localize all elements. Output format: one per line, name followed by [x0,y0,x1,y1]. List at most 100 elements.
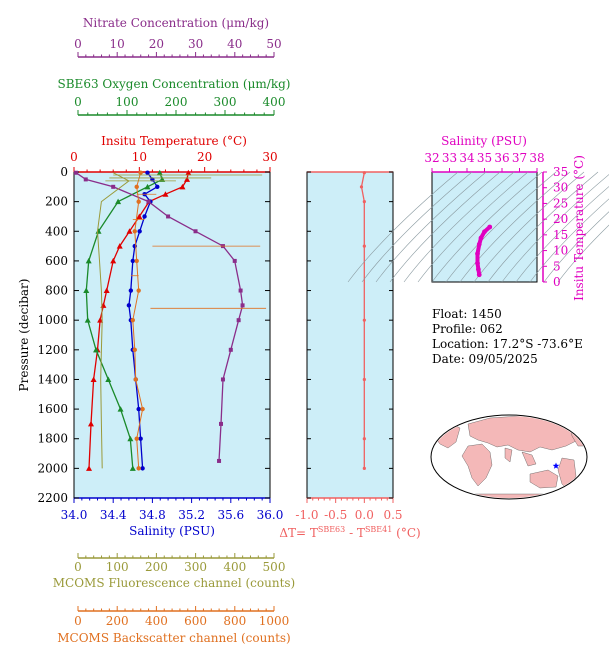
backscatter-axis-title: MCOMS Backscatter channel (counts) [57,631,290,645]
oxygen-tick-label: 300 [214,95,237,109]
ts-data-point [475,251,480,257]
fluorescence-tick-label: 200 [145,560,168,574]
data-point-insitu-temperature [184,176,191,182]
nitrate-tick-label: 50 [266,37,281,51]
data-point-oxygen [84,317,91,323]
series-line-delta-t [360,172,365,469]
series-line-backscatter [132,172,144,469]
data-point-backscatter [134,258,139,264]
isopycnal-line [557,224,609,283]
data-point-insitu-temperature [179,183,186,190]
data-point-oxygen [156,169,163,176]
pressure-tick-label: 1000 [37,313,68,327]
data-point-salinity [138,436,143,441]
pressure-axis-title: Pressure (decibar) [17,279,31,392]
data-point-delta-t [362,437,366,441]
data-point-salinity [128,288,134,293]
oxygen-axis-title: SBE63 Oxygen Concentration (μm/kg) [58,77,291,91]
ts-data-point [476,241,482,247]
nitrate-tick-label: 30 [188,37,203,51]
nitrate-axis-title: Nitrate Concentration (μm/kg) [83,16,269,30]
ts-data-point [475,260,480,266]
ts-temperature-tick-label: 5 [553,259,561,273]
data-point-insitu-temperature [87,420,94,427]
world-map [430,414,588,500]
ts-data-point [478,235,484,241]
delta-t-plot: -1.0 -0.5 0.0 0.5 ΔT= TSBE63 - TSBE41 (°C) [279,171,421,540]
data-point-backscatter [136,288,141,293]
delta_t-tick-label: -1.0 [295,508,318,522]
isopycnal-line [445,171,557,283]
data-point-nitrate [232,258,237,263]
isopycnal-line [347,171,459,283]
data-point-oxygen [127,435,134,442]
data-point-oxygen [117,406,124,412]
ts-salinity-tick-label: 38 [529,151,544,165]
salinity-tick-label: 34.8 [139,508,166,522]
delta-t-axis-title: ΔT= TSBE63 - TSBE41 (°C) [279,525,420,540]
data-point-salinity [136,406,141,412]
data-point-oxygen [115,198,122,205]
pressure-tick-label: 1600 [37,402,68,416]
data-point-oxygen [83,287,90,294]
data-point-nitrate [111,184,116,189]
data-point-insitu-temperature [110,257,117,264]
fluorescence-tick-label: 100 [106,560,129,574]
isopycnal-line [389,171,501,283]
pressure-tick-label: 1400 [37,372,68,386]
isopycnal-line [473,171,585,283]
date: Date: 09/05/2025 [432,352,538,366]
data-point-nitrate [236,318,241,323]
oxygen-tick-label: 200 [165,95,188,109]
float-id: Float: 1450 [432,307,502,321]
data-point-salinity [145,170,150,175]
ts-temperature-tick-label: 30 [553,181,568,195]
data-point-backscatter [132,347,137,353]
ts-data-point [476,272,482,278]
ts-temperature-tick-label: 25 [553,196,568,210]
oxygen-tick-label: 400 [263,95,286,109]
data-point-backscatter [134,436,139,441]
ts-salinity-tick-label: 33 [442,151,457,165]
data-point-salinity [155,184,160,190]
data-point-nitrate [220,377,225,382]
data-point-delta-t [362,200,366,204]
data-point-delta-t [362,318,366,322]
ts-salinity-tick-label: 35 [477,151,492,165]
isopycnal-line [529,198,609,283]
ts-temperature-title: Insitu Temperature (°C) [572,155,586,301]
data-point-oxygen [129,465,136,471]
data-point-delta-t [359,185,364,189]
data-point-nitrate [238,288,243,293]
data-point-backscatter [136,199,141,204]
data-point-oxygen [95,228,102,234]
salinity-tick-label: 35.6 [217,508,244,522]
data-point-nitrate [217,458,222,463]
nitrate-tick-label: 20 [149,37,164,51]
data-point-backscatter [130,317,135,323]
data-point-backscatter [134,184,139,190]
nitrate-tick-label: 0 [74,37,82,51]
location: Location: 17.2°S -73.6°E [432,337,583,351]
data-point-salinity [140,466,145,471]
isopycnal-line [515,186,609,283]
data-point-insitu-temperature [97,317,104,323]
delta_t-tick-label: 0.0 [355,508,374,522]
data-point-delta-t [362,377,366,382]
data-point-insitu-temperature [103,287,110,294]
isopycnal-line [487,171,599,283]
data-point-backscatter [136,466,141,471]
salinity-tick-label: 36.0 [257,508,284,522]
backscatter-tick-label: 400 [145,614,168,628]
ts-salinity-title: Salinity (PSU) [441,134,527,148]
backscatter-tick-label: 0 [74,614,82,628]
fluorescence-tick-label: 0 [74,560,82,574]
nitrate-tick-label: 10 [110,37,125,51]
fluorescence-tick-label: 500 [263,560,286,574]
salinity-tick-label: 35.2 [178,508,205,522]
backscatter-axis: 0 200 400 600 800 1000 MCOMS Backscatter chan… [57,606,291,645]
temperature-tick-label: 20 [197,150,212,164]
ts-temperature-tick-label: 15 [553,228,568,242]
pressure-tick-label: 200 [45,195,68,209]
profile-plot-area [73,171,271,499]
